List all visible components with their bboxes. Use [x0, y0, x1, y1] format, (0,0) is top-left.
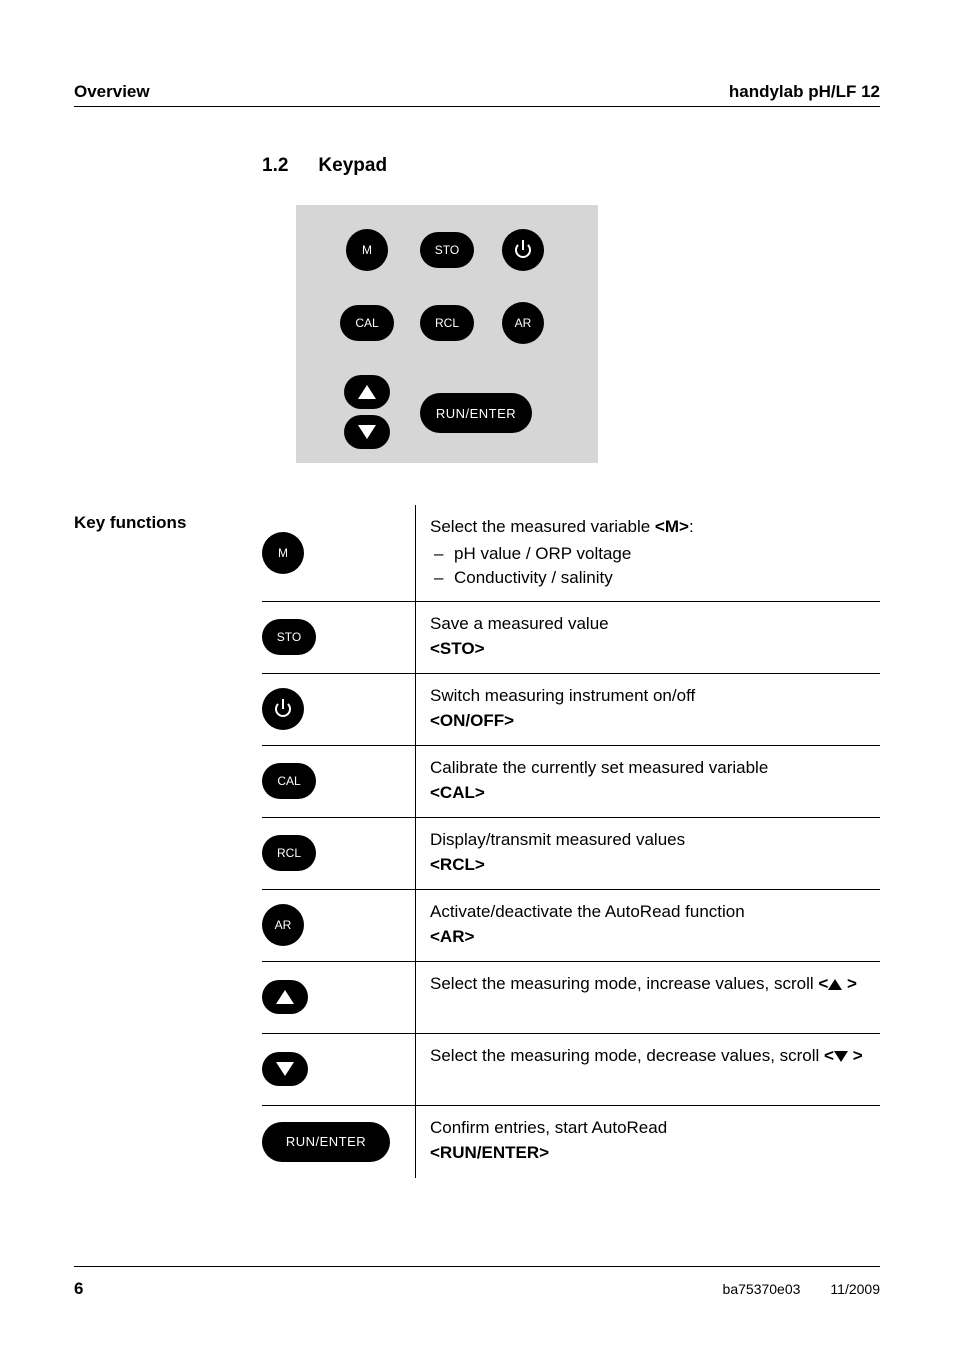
- table-row: M Select the measured variable <M>:pH val…: [262, 505, 880, 602]
- page-footer: 6 ba75370e03 11/2009: [74, 1279, 880, 1299]
- keypad-btn-cal-label: CAL: [355, 316, 378, 330]
- key-icon-ar: AR: [262, 904, 304, 946]
- key-description: Switch measuring instrument on/off<ON/OF…: [416, 674, 880, 745]
- keypad-btn-runenter: RUN/ENTER: [420, 393, 532, 433]
- keypad-graphic: M STO CAL RCL AR RUN/ENTER: [296, 205, 598, 463]
- keypad-btn-ar: AR: [502, 302, 544, 344]
- key-description: Confirm entries, start AutoRead<RUN/ENTE…: [416, 1106, 880, 1178]
- header-left: Overview: [74, 82, 150, 102]
- key-cell: RCL: [262, 818, 416, 889]
- key-description: Save a measured value<STO>: [416, 602, 880, 673]
- keypad-btn-m-label: M: [362, 243, 372, 257]
- key-icon-sto: STO: [262, 619, 316, 655]
- key-cell: CAL: [262, 746, 416, 817]
- key-cell: AR: [262, 890, 416, 961]
- keypad-btn-rcl: RCL: [420, 305, 474, 341]
- table-row: RUN/ENTER Confirm entries, start AutoRead…: [262, 1106, 880, 1178]
- table-row: AR Activate/deactivate the AutoRead funct…: [262, 890, 880, 962]
- key-functions-table: M Select the measured variable <M>:pH val…: [262, 505, 880, 1178]
- key-description: Select the measuring mode, increase valu…: [416, 962, 880, 1033]
- list-item: Conductivity / salinity: [430, 566, 874, 591]
- section-heading: 1.2 Keypad: [262, 155, 880, 177]
- key-description: Calibrate the currently set measured var…: [416, 746, 880, 817]
- section-title: Keypad: [318, 155, 387, 177]
- page-header: Overview handylab pH/LF 12: [74, 82, 880, 107]
- key-cell: RUN/ENTER: [262, 1106, 416, 1178]
- table-row: Select the measuring mode, decrease valu…: [262, 1034, 880, 1106]
- key-description: Select the measuring mode, decrease valu…: [416, 1034, 880, 1105]
- keypad-btn-runenter-label: RUN/ENTER: [436, 406, 516, 421]
- header-right: handylab pH/LF 12: [729, 82, 880, 102]
- footer-date: 11/2009: [830, 1281, 880, 1297]
- table-row: Select the measuring mode, increase valu…: [262, 962, 880, 1034]
- keypad-btn-up: [344, 375, 390, 409]
- key-functions-label: Key functions: [74, 505, 262, 1178]
- triangle-down-icon: [276, 1062, 294, 1076]
- triangle-up-icon: [358, 385, 376, 399]
- section-number: 1.2: [262, 155, 288, 177]
- page-number: 6: [74, 1279, 83, 1299]
- key-cell: [262, 1034, 416, 1105]
- key-icon-up: [262, 980, 308, 1014]
- keypad-btn-power: [502, 229, 544, 271]
- triangle-down-icon: [358, 425, 376, 439]
- list-item: pH value / ORP voltage: [430, 542, 874, 567]
- power-icon: [275, 701, 291, 717]
- key-cell: [262, 962, 416, 1033]
- key-cell: [262, 674, 416, 745]
- triangle-up-icon: [828, 979, 842, 990]
- key-icon-cal: CAL: [262, 763, 316, 799]
- triangle-up-icon: [276, 990, 294, 1004]
- keypad-btn-sto: STO: [420, 232, 474, 268]
- footer-rule: [74, 1266, 880, 1267]
- key-icon-runenter: RUN/ENTER: [262, 1122, 390, 1162]
- key-description: Select the measured variable <M>:pH valu…: [416, 505, 880, 601]
- power-icon: [515, 242, 531, 258]
- key-cell: STO: [262, 602, 416, 673]
- key-icon-m: M: [262, 532, 304, 574]
- keypad-btn-cal: CAL: [340, 305, 394, 341]
- keypad-btn-m: M: [346, 229, 388, 271]
- key-icon-rcl: RCL: [262, 835, 316, 871]
- keypad-btn-sto-label: STO: [435, 243, 459, 257]
- key-icon-down: [262, 1052, 308, 1086]
- table-row: STO Save a measured value<STO>: [262, 602, 880, 674]
- keypad-btn-rcl-label: RCL: [435, 316, 459, 330]
- keypad-btn-ar-label: AR: [515, 316, 532, 330]
- key-cell: M: [262, 505, 416, 601]
- footer-doc-id: ba75370e03: [723, 1281, 801, 1297]
- table-row: RCL Display/transmit measured values<RCL>: [262, 818, 880, 890]
- key-description: Activate/deactivate the AutoRead functio…: [416, 890, 880, 961]
- triangle-down-icon: [834, 1051, 848, 1062]
- key-icon-power: [262, 688, 304, 730]
- key-description: Display/transmit measured values<RCL>: [416, 818, 880, 889]
- keypad-btn-down: [344, 415, 390, 449]
- table-row: Switch measuring instrument on/off<ON/OF…: [262, 674, 880, 746]
- table-row: CAL Calibrate the currently set measured …: [262, 746, 880, 818]
